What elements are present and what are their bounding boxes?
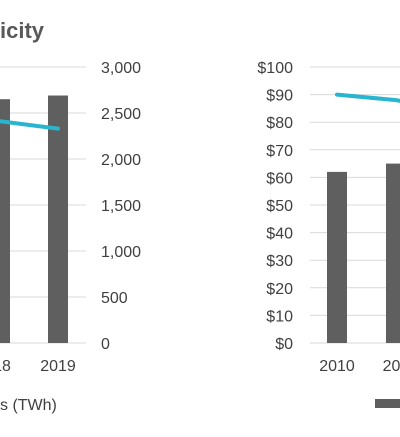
bar [0,99,10,343]
right-chart-gridlines [310,66,400,344]
left-chart-bars [0,95,68,344]
x-tick-label: 2019 [40,358,76,375]
left-chart-line [0,119,60,131]
x-tick-label: 201 [383,358,400,375]
y-tick-label: $100 [257,60,293,77]
y-tick-label: 2,500 [101,106,141,123]
series-line [335,92,400,103]
left-chart-y-tick-labels: 3,000 2,500 2,000 1,500 1,000 500 0 [101,60,141,353]
left-chart-x-tick-labels: 18 2019 [0,358,76,375]
right-chart-line [335,92,400,103]
y-tick-label: 1,000 [101,244,141,261]
y-tick-label: $70 [266,143,293,160]
y-tick-label: 1,500 [101,198,141,215]
y-tick-label: $80 [266,115,293,132]
y-tick-label: 2,000 [101,152,141,169]
y-tick-label: $10 [266,308,293,325]
y-tick-label: $90 [266,88,293,105]
series-line [0,119,60,131]
bar [48,95,68,344]
y-tick-label: $50 [266,198,293,215]
x-tick-label: 2010 [319,358,355,375]
y-tick-label: $30 [266,253,293,270]
bar [386,163,400,343]
right-chart-bars [327,163,400,343]
chart-title: icity [0,18,45,43]
y-tick-label: 0 [101,336,110,353]
y-tick-label: $20 [266,281,293,298]
y-tick-label: $40 [266,226,293,243]
legend-label-energy: s (TWh) [0,397,57,414]
y-tick-label: $60 [266,170,293,187]
bar [327,171,347,343]
y-tick-label: 500 [101,290,128,307]
y-tick-label: $0 [275,336,293,353]
right-chart-x-tick-labels: 2010 201 [319,358,400,375]
legend-swatch-bars [375,399,400,408]
left-chart-gridlines [0,66,86,344]
y-tick-label: 3,000 [101,60,141,77]
right-chart-y-tick-labels: $100 $90 $80 $70 $60 $50 $40 $30 $20 $10 $0 [257,60,293,353]
x-tick-label: 18 [0,358,11,375]
